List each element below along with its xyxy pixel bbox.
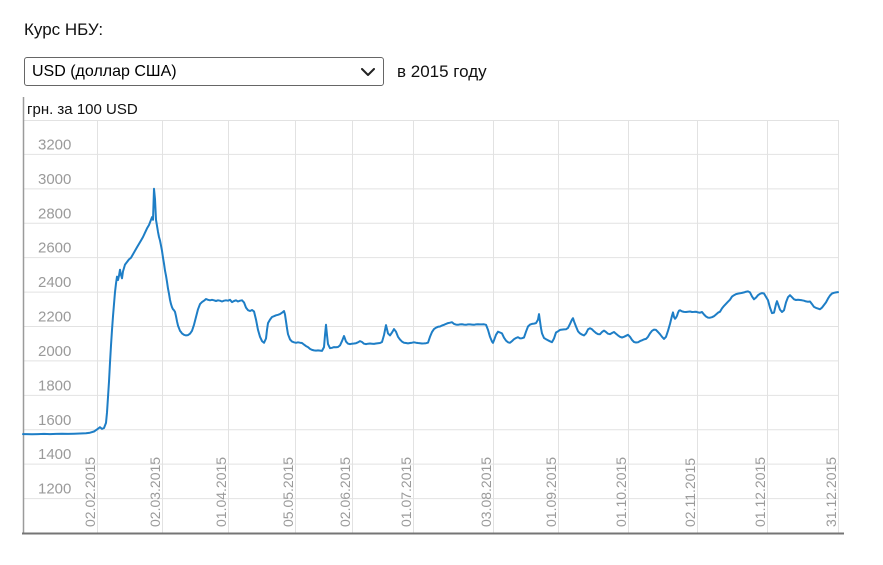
y-tick-label: 2800 [38,205,71,222]
y-tick-label: 2000 [38,343,71,360]
x-tick-label: 03.08.2015 [478,457,494,527]
year-label: в 2015 году [397,62,487,81]
page-title: Курс НБУ: [24,20,104,39]
y-tick-label: 3200 [38,136,71,153]
y-tick-label: 2400 [38,274,71,291]
rate-line [22,187,839,436]
x-tick-label: 05.05.2015 [280,457,296,527]
x-tick-label: 01.10.2015 [613,457,629,527]
x-tick-label: 01.07.2015 [398,457,414,527]
currency-select[interactable]: USD (доллар США) [24,57,384,86]
x-tick-label: 02.06.2015 [337,457,353,527]
y-tick-label: 1200 [38,481,71,498]
x-tick-label: 02.02.2015 [82,457,98,527]
x-tick-label: 31.12.2015 [823,457,839,527]
x-tick-label: 02.03.2015 [147,457,163,527]
y-tick-label: 2200 [38,309,71,326]
y-tick-label: 3000 [38,171,71,188]
currency-select-wrap: USD (доллар США) [24,57,384,86]
rate-chart: 3200 3000 2800 2600 2400 2200 2000 1800 1600 1400… [22,97,844,535]
y-tick-label: 1600 [38,412,71,429]
y-tick-label: 1400 [38,446,71,463]
x-tick-label: 01.12.2015 [752,457,768,527]
y-tick-label: 2600 [38,240,71,257]
x-tick-label: 02.11.2015 [682,458,698,527]
x-tick-label: 01.04.2015 [213,457,229,527]
y-tick-label: 1800 [38,377,71,394]
x-tick-label: 01.09.2015 [543,457,559,527]
y-axis-unit-label: грн. за 100 USD [27,101,138,118]
